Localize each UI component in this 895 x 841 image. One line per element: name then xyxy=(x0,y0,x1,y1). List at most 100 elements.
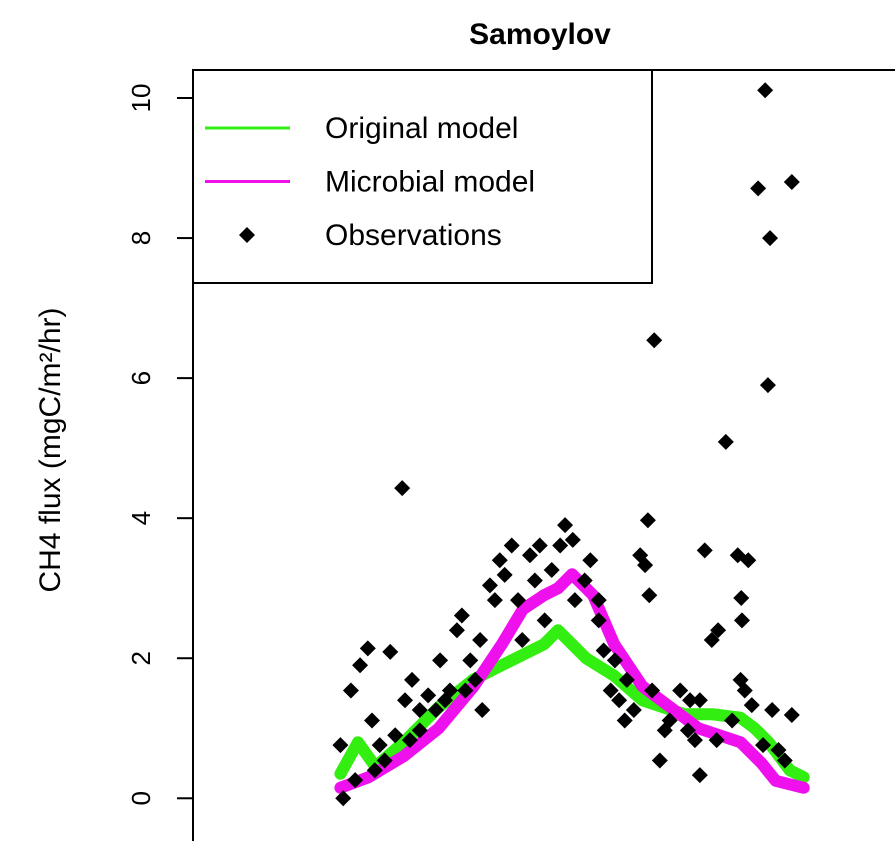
y-tick-label: 10 xyxy=(126,84,156,113)
observation-point xyxy=(557,517,574,534)
observation-point xyxy=(582,552,599,569)
observation-point xyxy=(352,657,369,674)
observation-point xyxy=(708,732,725,749)
observation-point xyxy=(397,692,414,709)
observation-point xyxy=(427,702,444,719)
y-axis: 0 2 4 6 8 10 xyxy=(126,84,194,806)
legend-label: Observations xyxy=(325,219,502,252)
observation-point xyxy=(602,682,619,699)
observation-point xyxy=(394,480,411,497)
observation-point xyxy=(543,561,560,578)
observation-point xyxy=(736,682,753,699)
legend-label: Microbial model xyxy=(325,166,535,199)
observation-point xyxy=(531,537,548,554)
observation-point xyxy=(467,671,484,688)
observation-point xyxy=(371,737,388,754)
observation-point xyxy=(750,180,767,197)
legend-box xyxy=(192,69,653,284)
observation-point xyxy=(679,722,696,739)
observation-point xyxy=(764,702,781,719)
y-tick-label: 6 xyxy=(126,371,156,385)
observation-point xyxy=(590,592,607,609)
observation-point xyxy=(496,566,513,583)
observation-point xyxy=(359,640,376,657)
observation-point xyxy=(710,622,727,639)
observation-point xyxy=(566,592,583,609)
legend-swatch xyxy=(239,227,255,243)
y-tick-label: 2 xyxy=(126,651,156,665)
observation-point xyxy=(510,592,527,609)
observation-point xyxy=(536,612,553,629)
observation-point xyxy=(491,552,508,569)
observation-point xyxy=(641,587,658,604)
observation-point xyxy=(411,702,428,719)
observation-point xyxy=(740,552,757,569)
observation-point xyxy=(770,741,787,758)
observation-point xyxy=(521,547,538,564)
y-axis-label: CH4 flux (mgC/m²/hr) xyxy=(34,307,67,592)
observation-point xyxy=(474,702,491,719)
observation-point xyxy=(486,592,503,609)
observation-point xyxy=(514,632,531,649)
observation-point xyxy=(576,572,593,589)
observation-point xyxy=(611,692,628,709)
observation-point xyxy=(618,671,635,688)
observation-point xyxy=(757,82,774,99)
observation-point xyxy=(420,687,437,704)
observation-point xyxy=(382,643,399,660)
observation-point xyxy=(448,622,465,639)
observation-point xyxy=(724,712,741,729)
observation-point xyxy=(703,632,720,649)
observation-point xyxy=(481,577,498,594)
model-line xyxy=(334,568,810,794)
observation-point xyxy=(404,671,421,688)
observation-point xyxy=(691,692,708,709)
observation-point xyxy=(616,712,633,729)
observation-point xyxy=(651,752,668,769)
observation-point xyxy=(606,652,623,669)
observation-point xyxy=(411,722,428,739)
observation-point xyxy=(759,377,776,394)
observation-point xyxy=(733,590,750,607)
observation-point xyxy=(672,682,689,699)
observation-point xyxy=(552,537,569,554)
observation-point xyxy=(646,332,663,349)
observation-point xyxy=(590,612,607,629)
observation-point xyxy=(462,652,479,669)
observation-point xyxy=(696,542,713,559)
observation-point xyxy=(503,537,520,554)
observation-point xyxy=(595,642,612,659)
observation-point xyxy=(762,230,779,247)
observation-point xyxy=(332,737,349,754)
observation-point xyxy=(364,712,381,729)
observation-point xyxy=(637,557,654,574)
observation-point xyxy=(733,612,750,629)
observation-point xyxy=(743,697,760,714)
observation-point xyxy=(387,727,404,744)
observation-point xyxy=(691,767,708,784)
observation-point xyxy=(376,752,393,769)
observation-point xyxy=(755,737,772,754)
observation-point xyxy=(342,682,359,699)
observation-point xyxy=(686,732,703,749)
observation-point xyxy=(347,772,364,789)
legend-label: Original model xyxy=(325,112,518,145)
observation-point xyxy=(639,512,656,529)
observation-point xyxy=(335,790,352,807)
observation-point xyxy=(366,762,383,779)
observation-point xyxy=(783,174,800,191)
observation-point xyxy=(783,706,800,723)
y-tick-label: 4 xyxy=(126,511,156,525)
observation-point xyxy=(661,712,678,729)
observation-point xyxy=(526,572,543,589)
observation-point xyxy=(682,692,699,709)
observation-point xyxy=(564,531,581,548)
observation-point xyxy=(717,433,734,450)
observation-point xyxy=(472,632,489,649)
observation-point xyxy=(644,682,661,699)
y-tick-label: 8 xyxy=(126,231,156,245)
observation-point xyxy=(776,752,793,769)
observation-point xyxy=(401,732,418,749)
legend: Original model Microbial model Observation… xyxy=(192,69,653,284)
observation-point xyxy=(457,682,474,699)
